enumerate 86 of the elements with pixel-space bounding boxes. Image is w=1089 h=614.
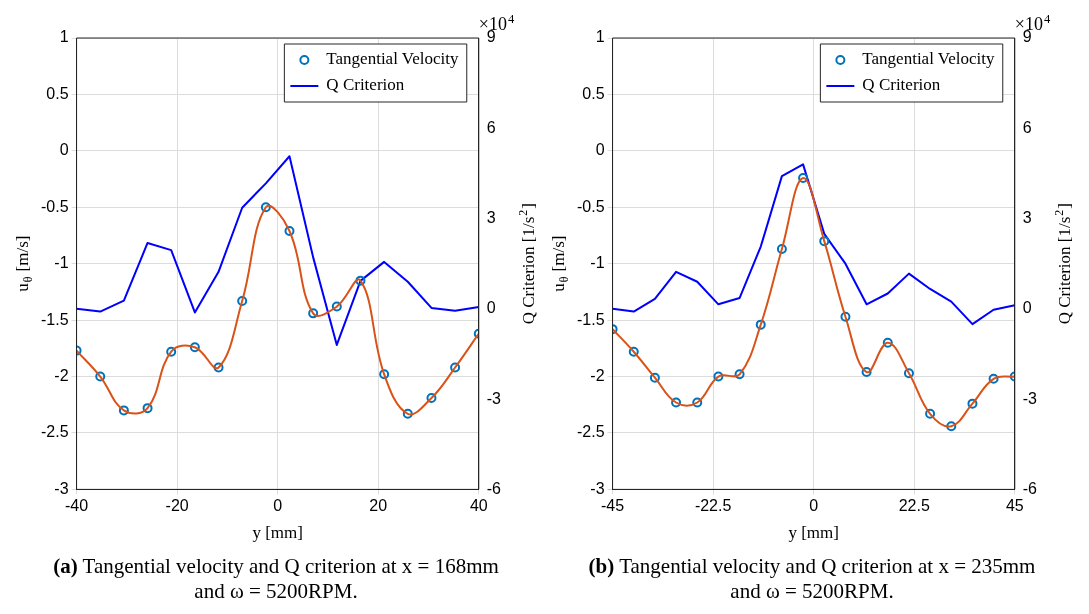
text: (b) [588,554,615,578]
y-tick-label: 0.5 [582,84,605,102]
point [166,346,177,357]
point [402,408,413,419]
y2-tick-label: -6 [1022,479,1038,497]
x-tick-label: 45 [1005,497,1024,515]
point [118,405,129,416]
point [734,369,745,380]
y-tick-label: -3 [54,479,69,497]
point [692,397,703,408]
text: Tangential velocity and Q criterion at x = 235mm and ω = 5200RPM. [618,554,1036,604]
x-tick-label: -22.5 [694,497,732,515]
point [213,362,224,373]
y2-tick-label: 3 [1022,208,1032,226]
point [755,319,766,330]
point [671,397,682,408]
y2-tick-label: -3 [1022,389,1038,407]
point [284,225,295,236]
x-axis-title: y [mm] [252,523,303,543]
x-tick-label: -45 [601,497,625,515]
x-tick-label: 20 [369,497,388,515]
y2-tick-label: 6 [486,118,496,136]
y-tick-label: -3 [590,479,605,497]
point [95,371,106,382]
y-tick-label: -1.5 [40,310,69,328]
point [426,392,437,403]
y2-tick-label: -6 [486,479,502,497]
y2-tick-label: 3 [486,208,496,226]
point [903,368,914,379]
y2-axis-title: Q Criterion [1/s2] [516,203,538,325]
x-tick-label: 0 [809,497,819,515]
y-tick-label: -2.5 [40,423,69,441]
point [882,337,893,348]
y-tick-label: -1 [54,254,69,272]
point [946,421,957,432]
y-axis-title: uθ [m/s] [13,235,36,292]
point [628,346,639,357]
point [331,301,342,312]
point [840,311,851,322]
y-tick-label: 0 [595,141,605,159]
x-tick-label: -40 [65,497,89,515]
point [713,371,724,382]
x-axis-title: y [mm] [788,523,839,543]
point [189,342,200,353]
y-tick-label: -2 [590,366,605,384]
point [308,308,319,319]
y-tick-label: -2.5 [576,423,605,441]
text: (a) [53,554,78,578]
y-tick-label: -1 [590,254,605,272]
point [988,373,999,384]
y-tick-label: 1 [59,28,69,46]
y2-tick-label: -3 [486,389,502,407]
text: Tangential velocity and Q criterion at x = 168mm and ω = 5200RPM. [81,554,499,604]
y-tick-label: -2 [54,366,69,384]
legend-label: Tangential Velocity [326,49,459,69]
point [861,367,872,378]
point [450,362,461,373]
point [379,369,390,380]
point [355,275,366,286]
y-tick-label: 1 [595,28,605,46]
point [967,398,978,409]
point [237,295,248,306]
y2-tick-label: 0 [1022,299,1032,317]
y-tick-label: 0.5 [46,84,69,102]
y-tick-label: -1.5 [576,310,605,328]
point [142,403,153,414]
legend-label: Q Criterion [326,75,405,95]
point [925,408,936,419]
y-tick-label: 0 [59,141,69,159]
point [776,244,787,255]
y-tick-label: -0.5 [40,197,69,215]
x-tick-label: 22.5 [898,497,930,515]
legend-label: Q Criterion [862,75,941,95]
y2-tick-label: 6 [1022,118,1032,136]
y-axis-title: uθ [m/s] [549,235,572,292]
point [798,172,809,183]
y2-tick-label: 0 [486,299,496,317]
point [649,372,660,383]
x-tick-label: 0 [273,497,283,515]
x-tick-label: -20 [165,497,189,515]
y2-axis-title: Q Criterion [1/s2] [1052,203,1074,325]
legend-label: Tangential Velocity [862,49,995,69]
y-tick-label: -0.5 [576,197,605,215]
point [819,236,830,247]
point [260,202,271,213]
x-tick-label: 40 [469,497,488,515]
